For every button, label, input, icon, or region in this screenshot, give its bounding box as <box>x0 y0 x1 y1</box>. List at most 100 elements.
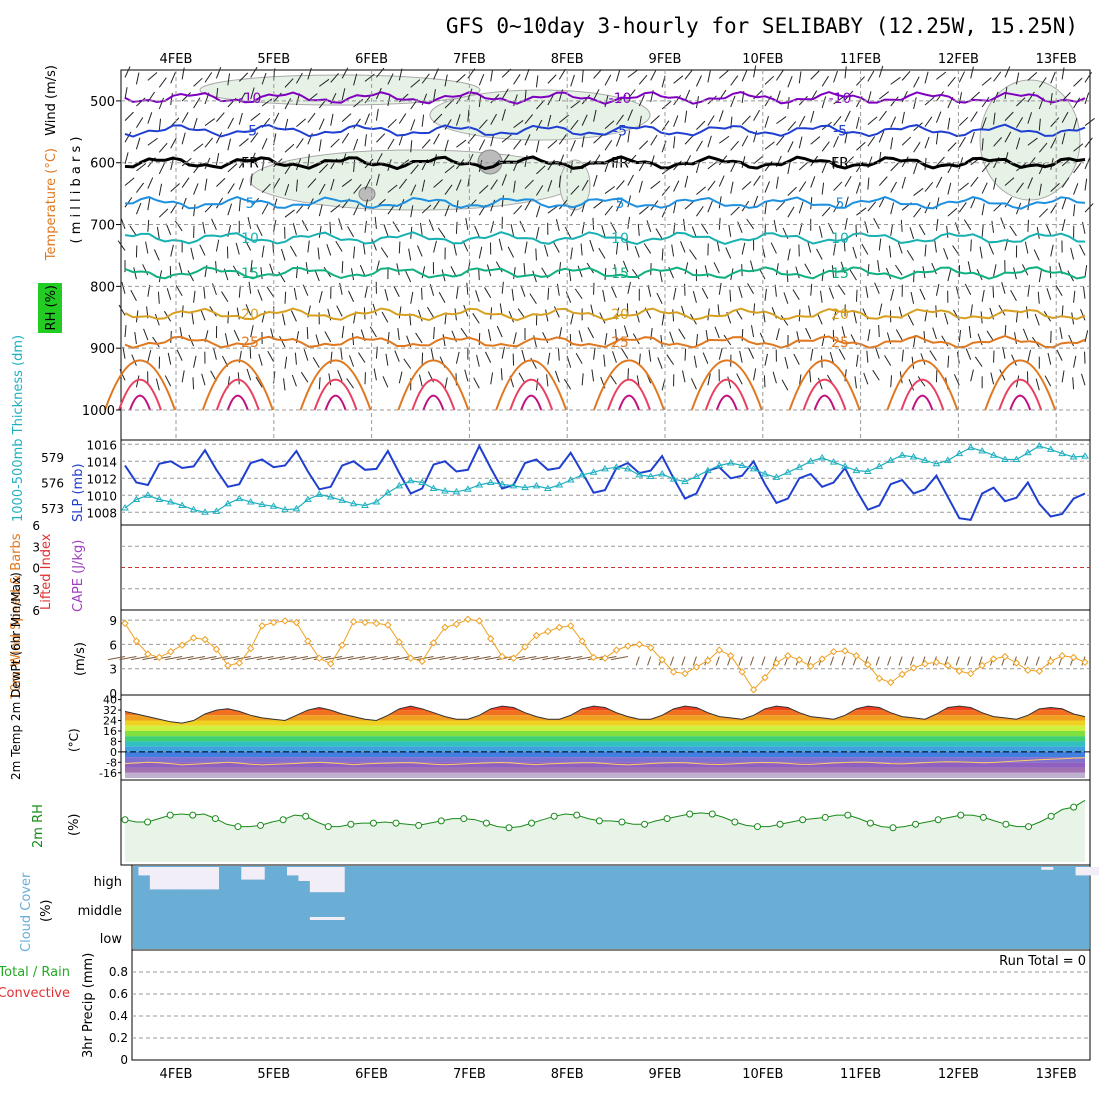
isotherm-label: 20 <box>611 307 629 323</box>
wind10-panel <box>121 610 1090 695</box>
date-label-bottom: 13FEB <box>1036 1067 1077 1082</box>
date-label-top: 10FEB <box>742 52 783 67</box>
temperature-label: Temperature (°C) <box>44 148 59 261</box>
cloud-high-gap <box>253 867 265 880</box>
date-label-bottom: 4FEB <box>160 1067 193 1082</box>
cloud-high-gap <box>1041 867 1053 870</box>
cloud-high-gap <box>173 867 185 889</box>
isotherm-label: FR <box>611 156 629 172</box>
cloud-high-gap <box>207 867 219 889</box>
temp-color-band <box>125 726 1085 731</box>
rh2m-label: 2m RH <box>31 804 46 848</box>
rh2m-point <box>890 825 896 831</box>
isotherm-label: -10 <box>609 91 632 107</box>
isotherm-label: -5 <box>613 124 627 140</box>
rh2m-point <box>551 813 557 819</box>
rh2m-point <box>980 814 986 820</box>
cloud-high-gap <box>150 867 162 889</box>
temp-color-band <box>125 752 1085 757</box>
date-label-bottom: 11FEB <box>840 1067 881 1082</box>
thickness-label: 1000-500mb Thickness (dm) <box>11 335 26 522</box>
rh2m-point <box>732 819 738 825</box>
date-label-top: 12FEB <box>938 52 979 67</box>
rh2m-point <box>913 821 919 827</box>
pressure-tick-label: 600 <box>90 157 115 172</box>
rh2m-point <box>235 824 241 830</box>
pressure-tick-label: 1000 <box>82 404 115 419</box>
cloud-high-gap <box>321 867 333 892</box>
date-label-bottom: 5FEB <box>257 1067 290 1082</box>
cloud-high-gap <box>138 867 150 875</box>
rh2m-point <box>145 819 151 825</box>
slp-tick-label: 1014 <box>86 455 117 469</box>
wind10-tick-label: 3 <box>109 663 117 677</box>
isotherm-label: 20 <box>831 307 849 323</box>
upper-wind-barb <box>914 270 915 282</box>
cloud-high-gap <box>333 867 345 892</box>
lifted-index-label: Lifted Index <box>39 533 54 610</box>
temp-color-band <box>125 741 1085 746</box>
date-label-bottom: 12FEB <box>938 1067 979 1082</box>
isotherm-label: 20 <box>241 307 259 323</box>
cloud-middle-gap <box>310 917 322 920</box>
rh2m-point <box>1003 821 1009 827</box>
slp-tick-label: 1010 <box>86 489 117 503</box>
cloud-high-label: high <box>94 875 122 890</box>
cape-label: CAPE (J/kg) <box>71 540 86 612</box>
rh2m-point <box>1048 813 1054 819</box>
isotherm-label: 5 <box>836 196 845 212</box>
isotherm-label: -5 <box>243 124 257 140</box>
rh2m-point <box>574 812 580 818</box>
cloud-high-gap <box>298 867 310 881</box>
rh2m-point <box>122 817 128 823</box>
rh2m-point <box>687 811 693 817</box>
temp-color-band <box>125 736 1085 741</box>
rh2m-point <box>754 824 760 830</box>
thickness-tick-label: 576 <box>41 477 64 491</box>
slp-tick-label: 1008 <box>86 506 117 520</box>
precip-title2: Convective <box>0 986 70 1001</box>
wind10-tick-label: 6 <box>109 638 117 652</box>
rh2m-point <box>1026 824 1032 830</box>
rh2m-point <box>642 821 648 827</box>
pressure-tick-label: 500 <box>90 95 115 110</box>
isotherm-label: 5 <box>616 196 625 212</box>
pressure-label: ( m i l l i b a r s ) <box>69 137 84 244</box>
isotherm-label: 15 <box>611 266 629 282</box>
rh2m-units: (%) <box>67 814 82 837</box>
cloud-high-gap <box>241 867 253 880</box>
upper-wind-barb <box>764 375 765 387</box>
isotherm-label: FR <box>831 156 849 172</box>
upper-wind-barb <box>228 311 229 323</box>
cloud-high-gap <box>184 867 196 889</box>
date-label-bottom: 7FEB <box>453 1067 486 1082</box>
date-label-top: 5FEB <box>257 52 290 67</box>
pressure-tick-label: 900 <box>90 342 115 357</box>
upper-wind-barb <box>856 290 857 302</box>
rh2m-point <box>167 812 173 818</box>
temp2m-tick-label: -16 <box>99 767 117 780</box>
run-total-label: Run Total = 0 <box>999 954 1086 969</box>
upper-wind-barb <box>593 218 594 230</box>
rh-label: RH (%) <box>44 285 59 330</box>
cloud-high-gap <box>1076 867 1088 875</box>
rh2m-point <box>325 824 331 830</box>
rh2m-point <box>822 814 828 820</box>
isotherm-label: -10 <box>239 91 262 107</box>
rh2m-point <box>461 816 467 822</box>
temp-color-band <box>125 773 1085 778</box>
date-label-bottom: 6FEB <box>355 1067 388 1082</box>
temp2m-units: (°C) <box>67 728 81 752</box>
cloud-high-gap <box>287 867 299 875</box>
rh2m-point <box>867 820 873 826</box>
slp-tick-label: 1012 <box>86 472 117 486</box>
rh2m-point <box>529 820 535 826</box>
isotherm-label: -10 <box>829 91 852 107</box>
date-label-top: 11FEB <box>840 52 881 67</box>
upper-wind-barb <box>456 222 457 234</box>
thickness-tick-label: 579 <box>41 451 64 465</box>
isotherm-label: FR <box>241 156 259 172</box>
date-label-bottom: 8FEB <box>551 1067 584 1082</box>
cloud-high-gap <box>196 867 208 889</box>
